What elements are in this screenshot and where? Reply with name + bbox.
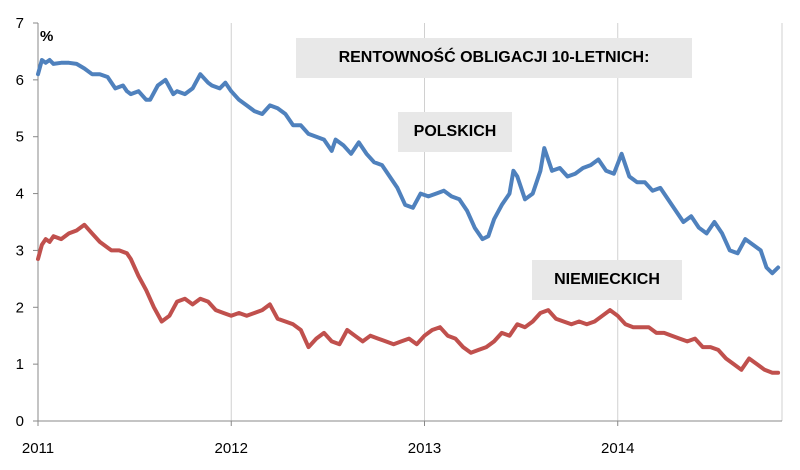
x-tick-labels: 2011 2012 2013 2014 [22,421,634,457]
y-tick-label-7: 7 [16,15,24,32]
series-layer [36,58,781,375]
y-tick-labels: 0 1 2 3 4 5 6 7 [16,15,38,430]
y-tick-label-3: 3 [16,242,24,259]
series-label-niemieckich: NIEMIECKICH [532,260,682,300]
y-tick-label-0: 0 [16,413,24,430]
y-tick-label-2: 2 [16,299,24,316]
y-tick-label-5: 5 [16,129,24,146]
series-line-niemieckich [36,222,781,375]
chart-title: RENTOWNOŚĆ OBLIGACJI 10-LETNICH: [296,38,692,78]
x-tick-label-2012: 2012 [215,440,248,457]
series-label-polskich: POLSKICH [398,112,512,152]
x-tick-label-2014: 2014 [601,440,634,457]
x-tick-label-2013: 2013 [408,440,441,457]
x-tick-label-2011: 2011 [22,440,54,457]
y-tick-label-4: 4 [16,186,24,203]
y-tick-label-6: 6 [16,72,24,89]
y-axis-unit-label: % [40,28,53,45]
series-line-polskich [36,58,781,276]
y-tick-label-1: 1 [16,356,24,373]
